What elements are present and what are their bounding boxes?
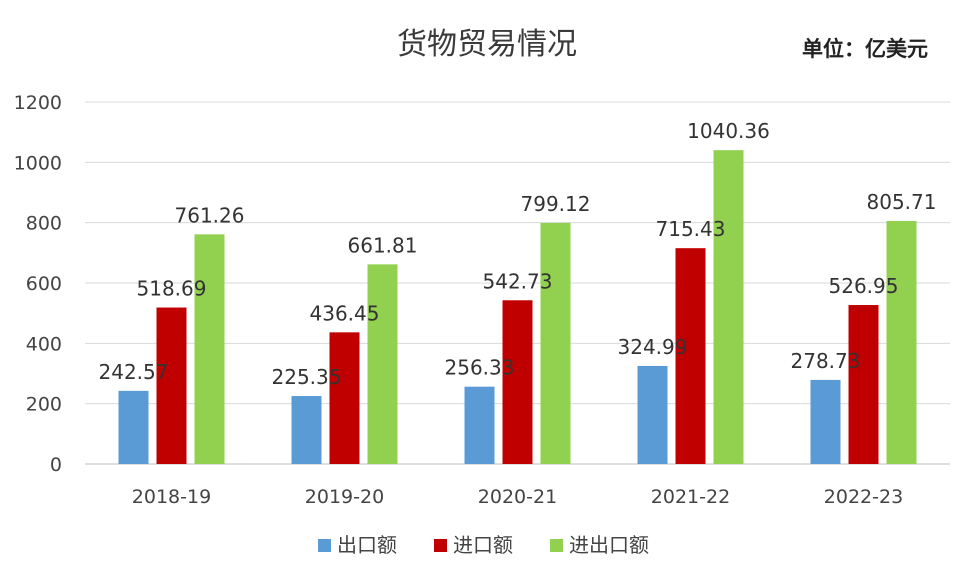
y-axis: 0 200 400 600 800 1000 1200 xyxy=(14,92,62,476)
bars xyxy=(118,150,917,464)
x-tick-label: 2019-20 xyxy=(305,486,384,508)
y-tick-label: 1200 xyxy=(14,92,62,114)
data-label: 324.99 xyxy=(618,335,688,359)
data-label: 661.81 xyxy=(348,233,418,257)
legend-label: 进出口额 xyxy=(569,533,649,557)
y-tick-label: 600 xyxy=(26,273,62,295)
bar xyxy=(367,264,398,464)
legend-swatch xyxy=(434,539,447,552)
bar xyxy=(637,365,668,464)
bar xyxy=(156,307,187,464)
x-tick-label: 2021-22 xyxy=(651,486,730,508)
data-label: 542.73 xyxy=(483,269,553,293)
y-tick-label: 0 xyxy=(50,454,62,476)
data-label: 526.95 xyxy=(829,274,899,298)
bar xyxy=(329,332,360,464)
legend-label: 进口额 xyxy=(453,533,513,557)
y-tick-label: 800 xyxy=(26,213,62,235)
legend-swatch xyxy=(550,539,563,552)
data-label: 518.69 xyxy=(137,277,207,301)
x-tick-label: 2018-19 xyxy=(132,486,211,508)
y-tick-label: 1000 xyxy=(14,152,62,174)
data-label: 805.71 xyxy=(867,190,937,214)
bar xyxy=(291,396,322,464)
bar xyxy=(464,386,495,464)
bar xyxy=(810,379,841,464)
bar xyxy=(848,305,879,464)
data-label: 436.45 xyxy=(310,301,380,325)
data-label: 761.26 xyxy=(175,203,245,227)
bar xyxy=(502,300,533,464)
x-tick-label: 2020-21 xyxy=(478,486,557,508)
y-tick-label: 400 xyxy=(26,333,62,355)
x-axis: 2018-19 2019-20 2020-21 2021-22 2022-23 xyxy=(132,486,903,508)
data-label: 225.35 xyxy=(272,365,342,389)
bar xyxy=(713,150,744,464)
data-label: 278.73 xyxy=(791,349,861,373)
bar xyxy=(118,390,149,464)
bar xyxy=(675,248,706,464)
data-labels: 242.57 518.69 761.26 225.35 436.45 661.81 256.… xyxy=(99,119,937,389)
data-label: 799.12 xyxy=(521,192,591,216)
legend-label: 出口额 xyxy=(337,533,397,557)
y-tick-label: 200 xyxy=(26,394,62,416)
data-label: 1040.36 xyxy=(687,119,770,143)
bar xyxy=(194,234,225,464)
data-label: 242.57 xyxy=(99,360,169,384)
chart-title: 货物贸易情况 xyxy=(397,27,577,62)
unit-label: 单位：亿美元 xyxy=(802,37,928,61)
x-tick-label: 2022-23 xyxy=(824,486,903,508)
legend: 出口额 进口额 进出口额 xyxy=(318,533,649,557)
data-label: 715.43 xyxy=(656,217,726,241)
legend-swatch xyxy=(318,539,331,552)
data-label: 256.33 xyxy=(445,356,515,380)
bar xyxy=(886,220,917,464)
bar xyxy=(540,222,571,464)
